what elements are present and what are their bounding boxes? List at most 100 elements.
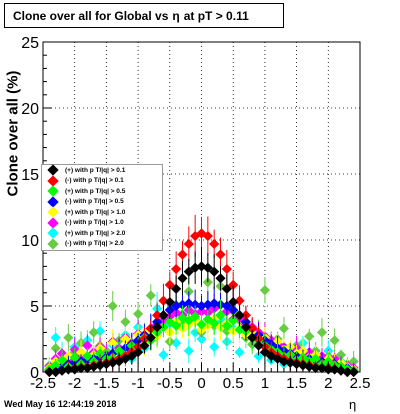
legend-label: (-) with p T/|q| > 0.1 xyxy=(65,177,124,185)
legend-entry: (+) with p T/|q| > 1.0 xyxy=(42,206,162,218)
data-point xyxy=(190,311,201,322)
axes-layer: -2.5 -2 -1.5 -1 -0.5 0 0.5 1 1.5 2 2.5 0 5 10 15 20 25 xyxy=(21,35,370,392)
data-point xyxy=(310,353,321,364)
x-tick-label: -0.5 xyxy=(157,375,183,392)
legend-marker-icon xyxy=(47,206,59,218)
data-point xyxy=(329,335,340,346)
data-point xyxy=(196,319,207,330)
x-axis-label: η xyxy=(349,397,357,412)
data-point xyxy=(94,348,106,359)
data-point xyxy=(253,351,264,362)
legend-entry: (-) with p T/|q| > 2.0 xyxy=(42,238,162,250)
plot-title-suffix: at pT > 0.11 xyxy=(183,8,249,23)
legend-label: (-) with p T/|q| > 1.0 xyxy=(65,219,124,227)
data-point xyxy=(183,315,194,326)
data-point xyxy=(348,356,359,367)
x-tick-label: 1.5 xyxy=(286,375,307,392)
data-point xyxy=(253,340,264,351)
legend-entry: (+) with p T/|q| > 2.0 xyxy=(42,227,162,239)
data-point xyxy=(145,332,156,343)
plot-title: Clone over all for Global vs η at pT > 0… xyxy=(4,3,284,28)
data-point xyxy=(202,230,213,242)
data-point xyxy=(164,296,175,308)
legend-entry: (-) with p T/|q| > 0.5 xyxy=(42,196,162,208)
data-point xyxy=(171,263,182,275)
plot-title-eta: η xyxy=(172,8,180,23)
data-point xyxy=(158,349,169,360)
data-point xyxy=(259,285,270,296)
legend-marker-icon xyxy=(47,175,59,187)
data-point xyxy=(316,327,328,338)
data-point xyxy=(228,315,239,326)
legend: (+) with p T/|q| > 0.1 (-) with p T/|q| >… xyxy=(41,164,163,251)
legend-entry: (+) with p T/|q| > 0.1 xyxy=(42,164,162,176)
legend-label: (+) with p T/|q| > 1.0 xyxy=(65,208,126,216)
data-point xyxy=(335,349,347,360)
legend-marker-icon xyxy=(47,185,59,197)
x-tick-label: 0.5 xyxy=(223,375,244,392)
legend-label: (-) with p T/|q| > 0.5 xyxy=(65,198,124,206)
legend-marker-icon xyxy=(47,217,59,229)
y-tick-label: 0 xyxy=(30,365,39,382)
data-layer xyxy=(44,214,359,378)
data-point xyxy=(120,316,131,327)
legend-marker-icon xyxy=(47,227,59,239)
legend-entry: (-) with p T/|q| > 0.1 xyxy=(42,175,162,187)
legend-marker-icon xyxy=(47,196,59,208)
data-point xyxy=(183,345,194,356)
data-point xyxy=(164,316,175,327)
data-point xyxy=(247,332,258,343)
x-tick-label: 0 xyxy=(197,375,205,392)
y-tick-label: 15 xyxy=(21,167,39,184)
y-tick-label: 10 xyxy=(21,233,39,250)
data-point xyxy=(164,279,175,290)
x-tick-label: 2 xyxy=(324,375,332,392)
data-point xyxy=(177,249,188,260)
x-tick-label: -1.5 xyxy=(93,375,119,392)
y-tick-label: 20 xyxy=(21,101,39,118)
legend-label: (+) with p T/|q| > 2.0 xyxy=(65,229,126,237)
data-point xyxy=(234,310,245,321)
y-tick-label: 5 xyxy=(30,299,39,316)
y-tick-label: 25 xyxy=(21,35,39,52)
data-point xyxy=(221,283,232,294)
data-point xyxy=(221,320,232,331)
legend-entry: (+) with p T/|q| > 0.5 xyxy=(42,185,162,197)
data-point xyxy=(133,308,144,320)
legend-label: (+) with p T/|q| > 0.5 xyxy=(65,187,126,195)
legend-marker-icon xyxy=(47,238,59,250)
data-point xyxy=(133,347,144,358)
x-tick-label: 2.5 xyxy=(350,375,371,392)
x-tick-label: -2.5 xyxy=(30,375,56,392)
data-point xyxy=(304,331,315,342)
x-tick-label: -1 xyxy=(131,375,144,392)
y-axis-label: Clone over all (%) xyxy=(4,70,22,197)
data-point xyxy=(221,300,232,312)
data-point xyxy=(183,266,194,277)
data-point xyxy=(278,323,290,334)
legend-marker-icon xyxy=(47,164,59,176)
data-point xyxy=(171,320,182,331)
data-point xyxy=(152,310,163,321)
data-point xyxy=(145,290,156,301)
data-point xyxy=(221,263,232,275)
data-point xyxy=(215,249,226,260)
data-point xyxy=(171,283,182,294)
data-point xyxy=(120,333,131,345)
legend-entry: (-) with p T/|q| > 1.0 xyxy=(42,217,162,229)
data-point xyxy=(259,347,270,358)
legend-label: (-) with p T/|q| > 2.0 xyxy=(65,240,124,248)
data-point xyxy=(215,273,226,284)
x-tick-label: 1 xyxy=(261,375,269,392)
legend-label: (+) with p T/|q| > 0.1 xyxy=(65,166,126,174)
x-tick-label: -2 xyxy=(68,375,81,392)
data-point xyxy=(240,322,251,333)
plot-title-text: Clone over all for Global vs xyxy=(13,8,169,23)
data-point xyxy=(183,238,194,250)
timestamp: Wed May 16 12:44:19 2018 xyxy=(4,399,117,409)
data-point xyxy=(158,310,169,321)
data-point xyxy=(215,310,226,321)
data-point xyxy=(50,343,61,354)
data-point xyxy=(139,340,150,351)
